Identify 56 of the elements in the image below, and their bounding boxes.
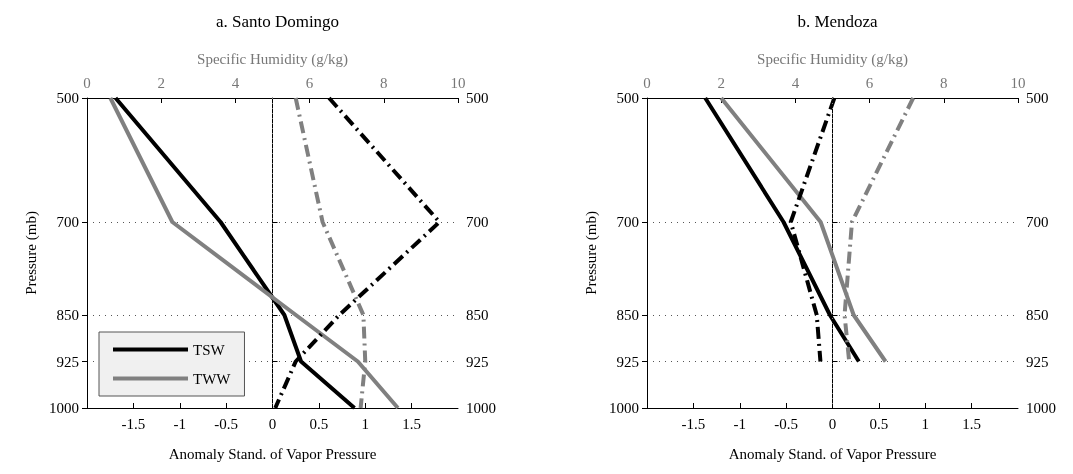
x2-tick-label: 4 [231,74,240,91]
x2-axis-title: Specific Humidity (g/kg) [757,50,908,68]
x-axis-title: Anomaly Stand. of Vapor Pressure [168,445,377,462]
x-tick-label: 1.5 [402,415,421,432]
y-tick-label: 850 [616,307,639,323]
legend-label: TWW [193,370,232,387]
y-tick-label: 1000 [49,400,79,416]
y2-tick-label: 925 [466,353,489,370]
y2-tick-label: 850 [466,307,489,323]
y-tick-label: 700 [56,214,79,230]
x-tick-label: -1 [733,415,746,432]
y-axis-title: Pressure (mb) [582,211,600,295]
y2-tick-label: 1000 [1026,400,1056,416]
x2-tick-label: 10 [450,74,466,91]
x-tick-label: -0.5 [774,415,798,432]
y-tick-label: 500 [56,90,79,106]
x2-axis-title: Specific Humidity (g/kg) [197,50,348,68]
chart-title: b. Mendoza [797,12,879,31]
x2-tick-label: 4 [791,74,800,91]
x2-tick-label: 6 [865,74,874,91]
x-tick-label: 0.5 [869,415,889,432]
legend-label: TSW [193,341,226,358]
x2-tick-label: 0 [83,74,91,91]
y-tick-label: 850 [56,307,79,323]
x-tick-label: 1 [921,415,929,432]
x-axis-title: Anomaly Stand. of Vapor Pressure [728,445,937,462]
y-tick-label: 700 [616,214,639,230]
x-tick-label: 1 [361,415,369,432]
x2-tick-label: 8 [940,74,948,91]
y-tick-label: 925 [616,353,639,370]
y-tick-label: 1000 [609,400,639,416]
chart-title: a. Santo Domingo [215,12,340,31]
x-tick-label: -1 [173,415,186,432]
x-tick-label: 0.5 [309,415,329,432]
x2-tick-label: 6 [305,74,314,91]
y2-tick-label: 700 [466,214,489,230]
x-tick-label: -1.5 [121,415,146,432]
x2-tick-label: 2 [717,74,725,91]
x-tick-label: -1.5 [681,415,706,432]
x-tick-label: 1.5 [962,415,981,432]
x2-tick-label: 2 [157,74,165,91]
x-tick-label: 0 [828,415,837,432]
y2-tick-label: 500 [1026,90,1049,106]
y2-tick-label: 500 [466,90,489,106]
y2-tick-label: 925 [1026,353,1049,370]
y2-tick-label: 850 [1026,307,1049,323]
x-tick-label: 0 [268,415,277,432]
x2-tick-label: 8 [380,74,388,91]
y-tick-label: 500 [616,90,639,106]
x2-tick-label: 0 [643,74,651,91]
y2-tick-label: 1000 [466,400,496,416]
y-tick-label: 925 [56,353,79,370]
x-tick-label: -0.5 [214,415,238,432]
x2-tick-label: 10 [1010,74,1026,91]
y-axis-title: Pressure (mb) [22,211,40,295]
y2-tick-label: 700 [1026,214,1049,230]
